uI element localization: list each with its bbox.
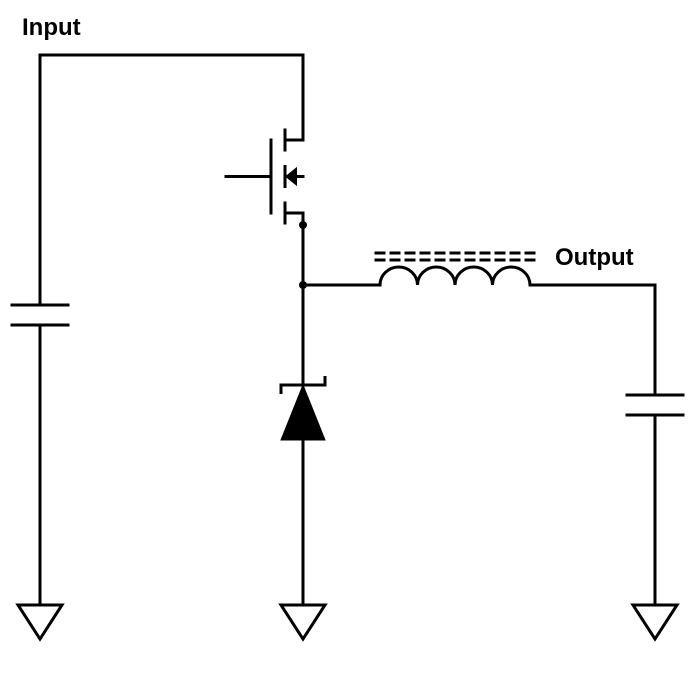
input-label: Input <box>22 14 81 41</box>
output-label: Output <box>555 244 634 271</box>
buck-converter-schematic: Input Output <box>0 0 700 683</box>
